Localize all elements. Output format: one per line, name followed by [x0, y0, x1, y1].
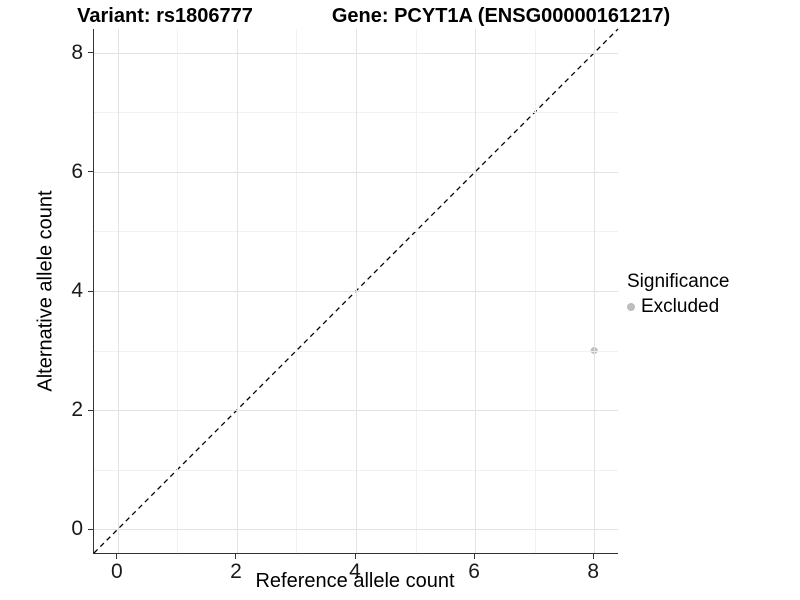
y-axis-label: Alternative allele count	[34, 190, 57, 392]
x-axis-label: Reference allele count	[255, 570, 455, 592]
legend: Significance Excluded	[627, 271, 729, 318]
x-tick-label: 0	[110, 560, 123, 583]
y-tick-mark	[88, 290, 93, 292]
y-tick-mark	[88, 52, 93, 54]
plot-title-gene: Gene: PCYT1A (ENSG00000161217)	[331, 5, 671, 27]
legend-point-icon	[627, 303, 635, 311]
legend-item-excluded: Excluded	[627, 296, 729, 318]
y-tick-label: 8	[71, 40, 83, 64]
y-tick-label: 4	[71, 279, 83, 302]
plot-panel	[93, 28, 619, 554]
legend-title: Significance	[627, 271, 730, 292]
gridline-major-horizontal	[94, 410, 618, 412]
y-axis-ticks: 0 2 4 6 8	[50, 29, 93, 553]
x-axis-ticks: 0 2 4 6 8	[93, 554, 617, 594]
y-tick-mark	[88, 409, 93, 411]
x-tick-label: 4	[349, 560, 361, 583]
gridline-major-horizontal	[94, 291, 618, 292]
x-tick-mark	[235, 554, 237, 559]
gridline-major-horizontal	[94, 52, 618, 54]
plot-title-variant: Variant: rs1806777	[77, 5, 253, 27]
x-tick-mark	[354, 554, 356, 559]
legend-item-label: Excluded	[641, 296, 720, 317]
x-tick-label: 6	[468, 560, 480, 583]
y-tick-mark	[88, 528, 93, 530]
gridline-major-horizontal	[94, 529, 618, 531]
x-tick-label: 2	[230, 560, 242, 583]
x-tick-mark	[473, 554, 475, 559]
x-tick-mark	[592, 554, 594, 559]
y-tick-label: 0	[71, 517, 83, 541]
y-tick-label: 6	[71, 159, 83, 183]
y-tick-mark	[88, 171, 93, 173]
x-tick-mark	[116, 554, 118, 559]
gridline-major-horizontal	[94, 171, 618, 173]
y-tick-label: 2	[71, 398, 83, 422]
x-tick-label: 8	[587, 560, 600, 583]
